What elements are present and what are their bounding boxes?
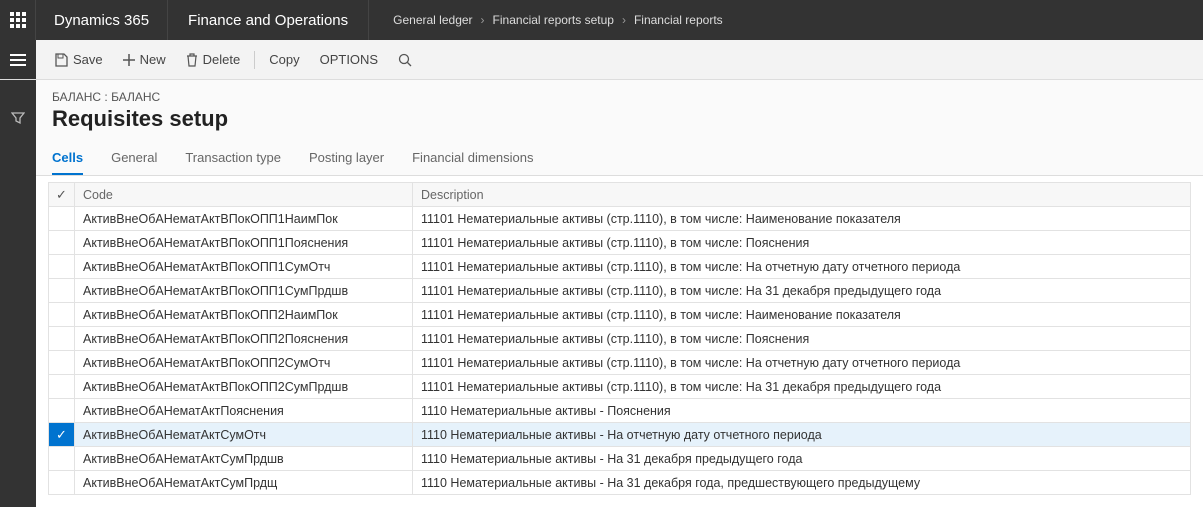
chevron-right-icon: ›	[622, 13, 626, 27]
cell-description[interactable]: 1110 Нематериальные активы - На 31 декаб…	[413, 447, 1191, 471]
left-rail	[0, 80, 36, 507]
cell-description[interactable]: 11101 Нематериальные активы (стр.1110), …	[413, 255, 1191, 279]
table-row[interactable]: АктивВнеОбАНематАктСумПрдщ1110 Нематериа…	[49, 471, 1191, 495]
cell-description[interactable]: 1110 Нематериальные активы - На отчетную…	[413, 423, 1191, 447]
cell-code[interactable]: АктивВнеОбАНематАктСумПрдшв	[75, 447, 413, 471]
nav-toggle-button[interactable]	[0, 40, 36, 79]
check-icon: ✓	[56, 427, 67, 442]
row-selector[interactable]	[49, 471, 75, 495]
plus-icon	[123, 54, 135, 66]
table-row[interactable]: АктивВнеОбАНематАктВПокОПП2СумПрдшв11101…	[49, 375, 1191, 399]
row-selector[interactable]	[49, 255, 75, 279]
new-button[interactable]: New	[113, 40, 176, 79]
tab-general[interactable]: General	[111, 142, 157, 175]
cell-description[interactable]: 11101 Нематериальные активы (стр.1110), …	[413, 351, 1191, 375]
cell-code[interactable]: АктивВнеОбАНематАктВПокОПП1СумПрдшв	[75, 279, 413, 303]
hamburger-icon	[10, 54, 26, 66]
cell-code[interactable]: АктивВнеОбАНематАктВПокОПП2СумПрдшв	[75, 375, 413, 399]
options-button[interactable]: OPTIONS	[310, 40, 389, 79]
cell-code[interactable]: АктивВнеОбАНематАктВПокОПП1Пояснения	[75, 231, 413, 255]
row-selector[interactable]	[49, 447, 75, 471]
row-selector[interactable]	[49, 231, 75, 255]
table-row[interactable]: АктивВнеОбАНематАктВПокОПП2НаимПок11101 …	[49, 303, 1191, 327]
new-label: New	[140, 52, 166, 67]
tab-financial-dimensions[interactable]: Financial dimensions	[412, 142, 533, 175]
table-row[interactable]: АктивВнеОбАНематАктВПокОПП1СумОтч11101 Н…	[49, 255, 1191, 279]
tab-posting-layer[interactable]: Posting layer	[309, 142, 384, 175]
chevron-right-icon: ›	[481, 13, 485, 27]
cell-code[interactable]: АктивВнеОбАНематАктСумОтч	[75, 423, 413, 447]
tab-transaction-type[interactable]: Transaction type	[185, 142, 281, 175]
row-selector[interactable]	[49, 375, 75, 399]
cell-description[interactable]: 11101 Нематериальные активы (стр.1110), …	[413, 207, 1191, 231]
cell-description[interactable]: 1110 Нематериальные активы - На 31 декаб…	[413, 471, 1191, 495]
cell-code[interactable]: АктивВнеОбАНематАктВПокОПП1СумОтч	[75, 255, 413, 279]
cell-code[interactable]: АктивВнеОбАНематАктВПокОПП2СумОтч	[75, 351, 413, 375]
table-row[interactable]: АктивВнеОбАНематАктВПокОПП2СумОтч11101 Н…	[49, 351, 1191, 375]
row-selector[interactable]	[49, 399, 75, 423]
cell-description[interactable]: 1110 Нематериальные активы - Пояснения	[413, 399, 1191, 423]
delete-button[interactable]: Delete	[176, 40, 251, 79]
search-button[interactable]	[388, 40, 427, 79]
app-launcher-button[interactable]	[0, 0, 36, 40]
top-header: Dynamics 365 Finance and Operations Gene…	[0, 0, 1203, 40]
context-path: БАЛАНС : БАЛАНС	[52, 90, 1187, 104]
product-brand[interactable]: Dynamics 365	[36, 0, 168, 40]
column-header-code[interactable]: Code	[75, 183, 413, 207]
cell-code[interactable]: АктивВнеОбАНематАктСумПрдщ	[75, 471, 413, 495]
row-selector[interactable]	[49, 351, 75, 375]
action-toolbar: Save New Delete Copy OPTIONS	[0, 40, 1203, 80]
row-selector[interactable]: ✓	[49, 423, 75, 447]
save-button[interactable]: Save	[44, 40, 113, 79]
table-row[interactable]: АктивВнеОбАНематАктВПокОПП1СумПрдшв11101…	[49, 279, 1191, 303]
search-icon	[398, 53, 412, 67]
cell-description[interactable]: 11101 Нематериальные активы (стр.1110), …	[413, 375, 1191, 399]
breadcrumb-item[interactable]: Financial reports setup	[493, 13, 614, 27]
options-label: OPTIONS	[320, 52, 379, 67]
cell-code[interactable]: АктивВнеОбАНематАктВПокОПП2НаимПок	[75, 303, 413, 327]
cell-description[interactable]: 11101 Нематериальные активы (стр.1110), …	[413, 303, 1191, 327]
cell-code[interactable]: АктивВнеОбАНематАктВПокОПП2Пояснения	[75, 327, 413, 351]
table-row[interactable]: АктивВнеОбАНематАктВПокОПП2Пояснения1110…	[49, 327, 1191, 351]
waffle-icon	[10, 12, 26, 28]
row-selector[interactable]	[49, 327, 75, 351]
page-heading: БАЛАНС : БАЛАНС Requisites setup	[36, 80, 1203, 142]
cell-code[interactable]: АктивВнеОбАНематАктПояснения	[75, 399, 413, 423]
column-header-description[interactable]: Description	[413, 183, 1191, 207]
row-selector[interactable]	[49, 207, 75, 231]
grid-header-row: ✓ Code Description	[49, 183, 1191, 207]
table-row[interactable]: АктивВнеОбАНематАктВПокОПП1Пояснения1110…	[49, 231, 1191, 255]
table-row[interactable]: ✓ АктивВнеОбАНематАктСумОтч1110 Нематериа…	[49, 423, 1191, 447]
save-label: Save	[73, 52, 103, 67]
breadcrumb: General ledger › Financial reports setup…	[369, 0, 723, 40]
filter-icon	[11, 111, 25, 125]
tab-cells[interactable]: Cells	[52, 142, 83, 175]
row-selector[interactable]	[49, 303, 75, 327]
select-all-header[interactable]: ✓	[49, 183, 75, 207]
cell-code[interactable]: АктивВнеОбАНематАктВПокОПП1НаимПок	[75, 207, 413, 231]
check-icon: ✓	[56, 187, 67, 202]
module-name[interactable]: Finance and Operations	[168, 0, 369, 40]
save-icon	[54, 53, 68, 67]
requisites-grid: ✓ Code Description АктивВнеОбАНематАктВП…	[48, 182, 1191, 495]
table-row[interactable]: АктивВнеОбАНематАктПояснения1110 Нематер…	[49, 399, 1191, 423]
tabstrip: Cells General Transaction type Posting laye…	[36, 142, 1203, 176]
cell-description[interactable]: 11101 Нематериальные активы (стр.1110), …	[413, 327, 1191, 351]
row-selector[interactable]	[49, 279, 75, 303]
trash-icon	[186, 53, 198, 67]
cell-description[interactable]: 11101 Нематериальные активы (стр.1110), …	[413, 231, 1191, 255]
breadcrumb-item[interactable]: General ledger	[393, 13, 472, 27]
cell-description[interactable]: 11101 Нематериальные активы (стр.1110), …	[413, 279, 1191, 303]
toolbar-divider	[254, 51, 255, 69]
table-row[interactable]: АктивВнеОбАНематАктСумПрдшв1110 Нематери…	[49, 447, 1191, 471]
page-title: Requisites setup	[52, 106, 1187, 132]
table-row[interactable]: АктивВнеОбАНематАктВПокОПП1НаимПок11101 …	[49, 207, 1191, 231]
copy-button[interactable]: Copy	[259, 40, 309, 79]
copy-label: Copy	[269, 52, 299, 67]
filter-rail-button[interactable]	[0, 100, 36, 136]
breadcrumb-item[interactable]: Financial reports	[634, 13, 723, 27]
delete-label: Delete	[203, 52, 241, 67]
